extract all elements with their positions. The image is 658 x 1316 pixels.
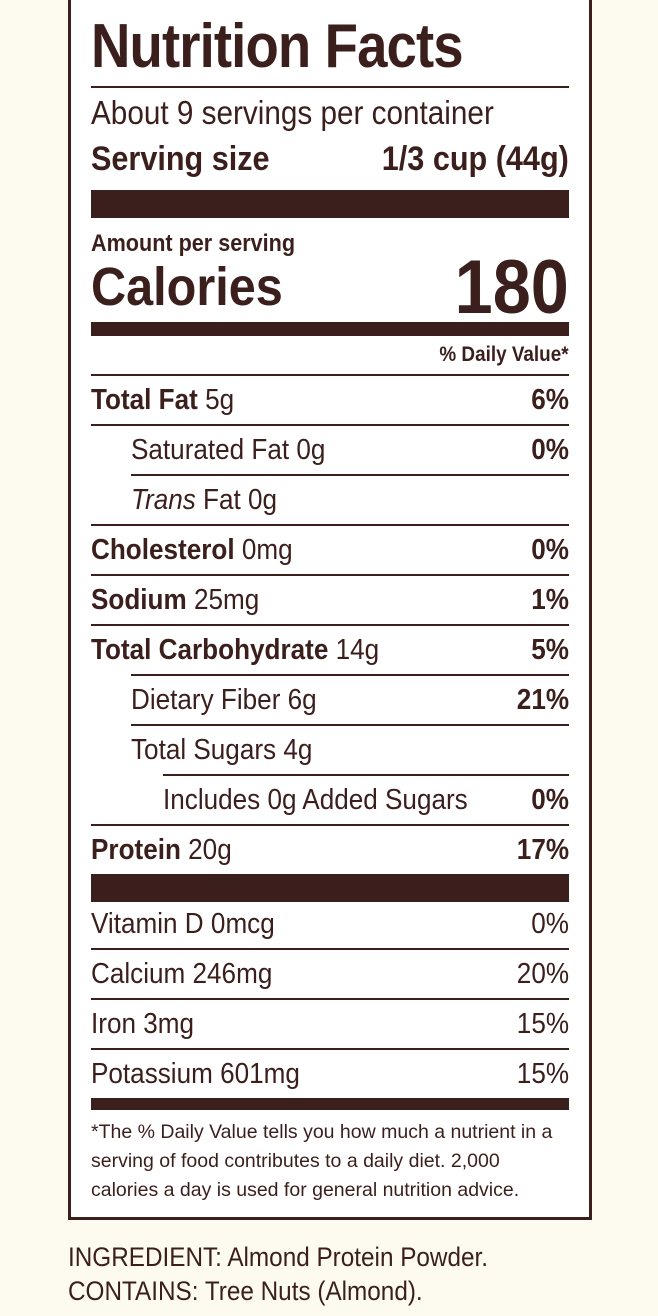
nutrient-amount: 0g — [248, 483, 278, 516]
nutrient-dv: 21% — [516, 683, 569, 716]
nutrient-amount: 0mg — [241, 533, 293, 566]
nutrient-dv: 1% — [531, 583, 569, 616]
calories-row: Calories 180 — [91, 245, 569, 330]
daily-value-header: % Daily Value* — [439, 343, 569, 366]
divider — [91, 424, 569, 426]
divider — [91, 1048, 569, 1050]
calories-label: Calories — [91, 257, 283, 317]
medium-divider — [91, 322, 569, 336]
divider — [163, 774, 569, 776]
divider — [131, 474, 569, 476]
nutrient-amount: 4g — [283, 733, 313, 766]
nutrient-row-added-sugars: Includes 0g Added Sugars 0% — [163, 780, 569, 820]
amount-per-serving: Amount per serving — [91, 230, 296, 257]
nutrient-dv: 17% — [516, 833, 569, 866]
vitamin-dv: 0% — [531, 907, 569, 940]
nutrient-row-cholesterol: Cholesterol 0mg 0% — [91, 530, 569, 570]
nutrient-amount: 25mg — [193, 583, 260, 616]
calories-value: 180 — [454, 244, 569, 330]
vitamin-dv: 20% — [516, 957, 569, 990]
nutrient-amount: 5g — [205, 383, 235, 416]
medium-divider — [91, 1098, 569, 1110]
nutrition-facts-title: Nutrition Facts — [91, 12, 464, 81]
vitamin-amount: 3mg — [143, 1007, 195, 1040]
vitamin-amount: 246mg — [192, 957, 273, 990]
divider — [91, 574, 569, 576]
nutrient-dv: 0% — [531, 433, 569, 466]
divider — [91, 824, 569, 826]
divider — [91, 524, 569, 526]
divider — [91, 86, 569, 88]
divider — [131, 674, 569, 676]
vitamin-name: Potassium — [91, 1057, 213, 1090]
nutrient-amount: 20g — [188, 833, 232, 866]
thick-divider — [91, 190, 569, 218]
divider — [91, 624, 569, 626]
ingredient-line: INGREDIENT: Almond Protein Powder. — [68, 1242, 489, 1272]
nutrient-amount: 0g — [296, 433, 326, 466]
thick-divider — [91, 874, 569, 902]
nutrient-row-dietary-fiber: Dietary Fiber 6g 21% — [131, 680, 569, 720]
servings-per-container: About 9 servings per container — [91, 94, 494, 131]
serving-size-label: Serving size — [91, 140, 270, 178]
vitamin-row-calcium: Calcium 246mg 20% — [91, 954, 569, 994]
nutrient-name: Includes 0g Added Sugars — [163, 783, 468, 816]
divider — [91, 374, 569, 376]
nutrient-name-suffix: Fat — [203, 483, 241, 516]
nutrition-facts-panel: Nutrition Facts About 9 servings per con… — [68, 0, 592, 1220]
vitamin-name: Vitamin D — [91, 907, 204, 940]
nutrient-dv: 6% — [531, 383, 569, 416]
nutrient-row-trans-fat: Trans Fat 0g — [131, 480, 569, 520]
daily-value-footnote: *The % Daily Value tells you how much a … — [91, 1121, 553, 1201]
nutrient-name: Total Carbohydrate — [91, 633, 329, 666]
nutrient-row-sodium: Sodium 25mg 1% — [91, 580, 569, 620]
vitamin-row-iron: Iron 3mg 15% — [91, 1004, 569, 1044]
serving-size-value: 1/3 cup (44g) — [381, 140, 569, 178]
nutrient-row-saturated-fat: Saturated Fat 0g 0% — [131, 430, 569, 470]
vitamin-amount: 0mcg — [210, 907, 275, 940]
nutrient-name: Cholesterol — [91, 533, 235, 566]
nutrient-row-total-sugars: Total Sugars 4g — [131, 730, 569, 770]
vitamin-amount: 601mg — [220, 1057, 300, 1090]
nutrient-name: Sodium — [91, 583, 187, 616]
divider — [91, 998, 569, 1000]
nutrient-name: Dietary Fiber — [131, 683, 281, 716]
nutrient-row-total-carbohydrate: Total Carbohydrate 14g 5% — [91, 630, 569, 670]
vitamin-name: Calcium — [91, 957, 186, 990]
nutrient-amount: 6g — [287, 683, 317, 716]
nutrient-amount: 14g — [335, 633, 380, 666]
serving-size-row: Serving size 1/3 cup (44g) — [91, 140, 569, 180]
nutrient-dv: 0% — [531, 533, 569, 566]
nutrient-name: Trans — [131, 483, 196, 516]
nutrient-dv: 0% — [531, 783, 569, 816]
allergen-line: CONTAINS: Tree Nuts (Almond). — [68, 1276, 423, 1306]
nutrient-name: Protein — [91, 833, 181, 866]
divider — [131, 724, 569, 726]
vitamin-row-vitamin-d: Vitamin D 0mcg 0% — [91, 904, 569, 944]
nutrient-name: Total Fat — [91, 383, 198, 416]
divider — [91, 948, 569, 950]
nutrient-row-total-fat: Total Fat 5g 6% — [91, 380, 569, 420]
vitamin-row-potassium: Potassium 601mg 15% — [91, 1054, 569, 1094]
vitamin-dv: 15% — [516, 1007, 569, 1040]
vitamin-dv: 15% — [516, 1057, 569, 1090]
vitamin-name: Iron — [91, 1007, 136, 1040]
nutrient-name: Total Sugars — [131, 733, 277, 766]
nutrient-name: Saturated Fat — [131, 433, 290, 466]
ingredients-statement: INGREDIENT: Almond Protein Powder. CONTA… — [68, 1240, 535, 1308]
nutrient-dv: 5% — [531, 633, 569, 666]
nutrient-row-protein: Protein 20g 17% — [91, 830, 569, 870]
